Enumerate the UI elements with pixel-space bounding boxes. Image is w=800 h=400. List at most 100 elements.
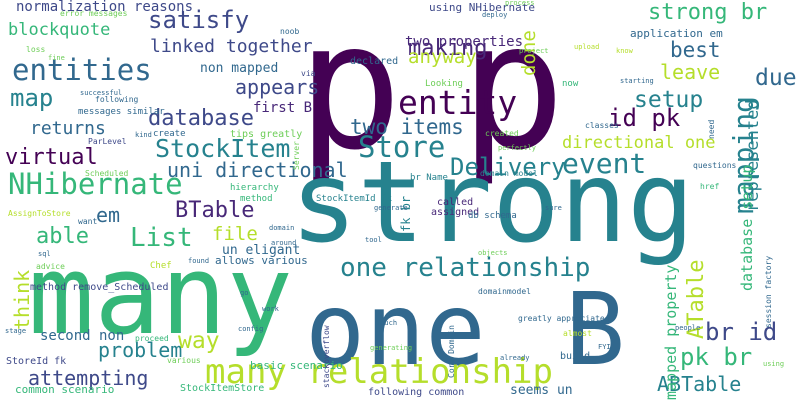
word-sql: sql <box>38 250 51 258</box>
word-second-non: second non <box>40 328 125 344</box>
word-able: able <box>36 224 89 249</box>
word-know: know <box>616 47 633 55</box>
word-due: due <box>755 65 797 91</box>
word-session-factory: session factory <box>764 255 773 328</box>
word-virtual: virtual <box>5 145 98 170</box>
word-stockitem: StockItem <box>155 134 291 163</box>
word-build: build <box>560 351 591 362</box>
word-database-setup: database setup <box>738 164 756 291</box>
word-chef: Chef <box>150 261 172 271</box>
word-satisfy: satisfy <box>148 6 250 34</box>
word-domain-model: domain model <box>480 169 538 178</box>
word-non-mapped: non mapped <box>200 61 279 76</box>
word-assigntostore: AssignToStore <box>8 209 71 218</box>
word-event: event <box>562 147 647 180</box>
word-server: Server <box>292 140 301 170</box>
word-starting: starting <box>620 77 654 85</box>
word-store: Store <box>358 130 446 164</box>
word-stackoverflow: stackoverflow <box>322 325 331 389</box>
word-tips-greatly: tips greatly <box>230 129 303 140</box>
word-making: making <box>408 36 488 61</box>
word-proceed: proceed <box>135 334 169 343</box>
word-allows-various: allows various <box>215 254 308 267</box>
word-best: best <box>670 38 721 62</box>
word-one-relationship: one relationship <box>340 253 591 283</box>
word-method-remove-scheduled: method remove_Scheduled <box>30 282 169 293</box>
word-various: various <box>167 356 201 365</box>
word-two-properties: two properties <box>405 34 524 50</box>
word-following: following <box>95 95 139 104</box>
word-stockitemid-fk: StockItemId fk <box>316 194 392 204</box>
word-appears: appears <box>235 75 320 99</box>
word-fyi: FYI <box>598 343 611 351</box>
word-id-pk: id pk <box>608 104 681 132</box>
word-p: p <box>297 0 403 189</box>
word-generate: generate <box>374 204 408 212</box>
word-uni-directional: uni directional <box>167 158 348 182</box>
word-almost: almost <box>563 329 592 338</box>
word-db-schema: db schema <box>468 211 517 221</box>
word-list: List <box>130 223 193 253</box>
word-way: way <box>178 328 220 354</box>
word-perfectly: perfectly <box>498 144 536 152</box>
word-looking: Looking <box>425 79 463 89</box>
word-stockitemstore: StockItemStore <box>180 383 265 394</box>
word-p: p <box>460 0 566 189</box>
word-un-eligant: un eligant <box>222 243 301 258</box>
word-advice: advice <box>36 262 65 271</box>
word-first-b: first B <box>253 100 313 116</box>
word-strong-br: strong br <box>648 0 768 25</box>
word-need: need <box>707 119 716 140</box>
word-database: database <box>148 106 254 131</box>
word-setup: setup <box>634 87 704 113</box>
word-declared: declared <box>350 56 399 67</box>
word-now: now <box>562 79 579 89</box>
word-two-items: two items <box>350 115 464 139</box>
word-br-name: br Name <box>410 173 448 183</box>
word-sure: sure <box>545 204 562 212</box>
word-entities: entities <box>12 53 152 87</box>
word-method: method <box>240 194 273 204</box>
word-around: around <box>271 239 297 247</box>
word-blockquote: blockquote <box>8 20 111 40</box>
word-messages-similar: messages similar <box>78 107 165 117</box>
word-br-id: br id <box>705 318 778 346</box>
word-greatly-appreciated: greatly appreciated <box>518 314 610 323</box>
word-called: called <box>437 197 474 208</box>
word-abtable: ABTable <box>657 372 742 396</box>
word-scheduled: Scheduled <box>85 169 129 178</box>
word-using-nhibernate: using NHibernate <box>429 1 535 14</box>
word-deploy: deploy <box>482 11 508 19</box>
word-many: many <box>28 231 293 359</box>
word-basic-scenario: basic scenario <box>250 359 343 372</box>
word-entity: entity <box>398 83 518 122</box>
word-fk-br: fk br <box>399 195 413 232</box>
word-many-relationship: many relationship <box>205 352 553 392</box>
word-create: create <box>153 129 186 139</box>
word-problem: problem <box>98 338 183 362</box>
word-want: want <box>78 217 98 226</box>
word-returns: returns <box>30 118 106 139</box>
word-questions: questions <box>693 161 737 170</box>
word-one: one <box>305 271 486 388</box>
word-href: href <box>700 182 720 191</box>
word-following-common: following common <box>368 387 465 398</box>
word-stage: stage <box>5 327 27 335</box>
word-delivery: Delivery <box>450 153 566 181</box>
word-normalization-reasons: normalization reasons <box>16 0 194 15</box>
word-em: em <box>96 203 121 227</box>
word-anyway: anyway <box>408 46 477 68</box>
word-hierarchy: hierarchy <box>230 183 279 193</box>
word-people: people <box>675 324 701 332</box>
word-fine: fine <box>48 54 65 62</box>
word-successful: successful <box>80 89 123 97</box>
word-nhibernate: NHibernate <box>8 167 183 201</box>
word-strong: strong <box>290 138 695 268</box>
word-created: created <box>485 129 519 138</box>
word-common-scenario: common scenario <box>15 383 115 396</box>
word-seems-un: seems un <box>510 383 573 398</box>
word-directional-one: directional one <box>562 133 716 153</box>
word-domain: domain <box>269 224 295 232</box>
word-error-messages: error messages <box>60 9 128 18</box>
word-work: work <box>262 305 279 313</box>
